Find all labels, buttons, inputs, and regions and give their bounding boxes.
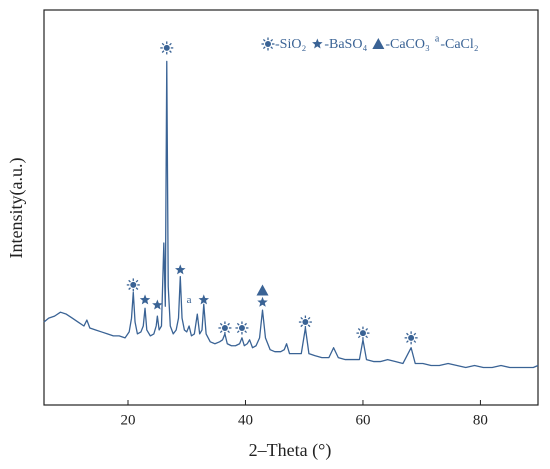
xrd-line bbox=[43, 60, 539, 369]
star-marker bbox=[175, 264, 186, 275]
sun-marker bbox=[356, 326, 370, 340]
sun-ray bbox=[270, 38, 274, 42]
triangle-marker bbox=[372, 38, 385, 49]
sun-ray bbox=[365, 328, 369, 331]
sun-core bbox=[130, 281, 137, 288]
sun-ray bbox=[236, 322, 240, 326]
triangle-marker bbox=[256, 284, 269, 296]
sun-marker bbox=[235, 321, 249, 335]
sun-core bbox=[359, 330, 366, 337]
star-marker bbox=[139, 294, 151, 305]
sun-ray bbox=[406, 340, 409, 343]
sun-ray bbox=[262, 46, 266, 50]
star bbox=[139, 294, 151, 305]
triangle bbox=[372, 38, 385, 49]
sun-ray bbox=[262, 38, 266, 42]
sun-ray bbox=[236, 330, 240, 334]
sun-ray bbox=[161, 42, 165, 46]
sun-marker bbox=[261, 37, 275, 51]
legend-label: -CaCl₂ bbox=[440, 37, 478, 52]
sun-ray bbox=[227, 330, 230, 334]
sun-marker bbox=[218, 321, 232, 335]
sun-core bbox=[163, 44, 170, 51]
sun-core bbox=[265, 41, 271, 47]
sun-ray bbox=[169, 42, 172, 46]
sun-ray bbox=[365, 335, 369, 339]
star bbox=[312, 38, 323, 49]
sun-ray bbox=[128, 287, 131, 290]
sun-core bbox=[238, 324, 245, 331]
sun-ray bbox=[270, 46, 274, 50]
x-axis-label: 2–Theta (°) bbox=[249, 440, 332, 461]
star bbox=[257, 296, 268, 307]
x-tick-label: 40 bbox=[238, 412, 253, 428]
sun-ray bbox=[219, 330, 223, 334]
x-tick-label: 80 bbox=[473, 412, 488, 428]
letter-marker: a bbox=[187, 294, 192, 306]
sun-ray bbox=[300, 316, 304, 320]
legend-label: -BaSO₄ bbox=[324, 37, 367, 52]
y-axis-label: Intensity(a.u.) bbox=[6, 158, 27, 259]
star bbox=[175, 264, 186, 275]
star bbox=[198, 294, 209, 305]
star-marker bbox=[152, 299, 163, 310]
star-marker bbox=[312, 38, 323, 49]
sun-marker bbox=[404, 331, 418, 345]
star-marker bbox=[198, 294, 209, 305]
sun-ray bbox=[244, 330, 248, 334]
sun-ray bbox=[357, 335, 361, 339]
sun-ray bbox=[307, 324, 311, 328]
sun-ray bbox=[357, 328, 361, 331]
sun-ray bbox=[135, 287, 139, 290]
sun-ray bbox=[128, 279, 131, 283]
legend-label: -SiO₂ bbox=[275, 37, 306, 52]
sun-core bbox=[302, 319, 309, 326]
sun-ray bbox=[227, 322, 230, 326]
triangle bbox=[256, 284, 269, 296]
sun-ray bbox=[135, 279, 139, 283]
star-marker bbox=[257, 296, 268, 307]
plot-frame bbox=[43, 9, 539, 406]
star bbox=[152, 299, 163, 310]
sun-ray bbox=[219, 322, 223, 326]
sun-ray bbox=[406, 332, 409, 336]
sun-ray bbox=[161, 50, 165, 53]
legend-letter: a bbox=[435, 33, 440, 44]
legend-label: -CaCO₃ bbox=[385, 37, 430, 52]
sun-core bbox=[408, 334, 415, 341]
sun-marker bbox=[126, 278, 140, 292]
sun-core bbox=[221, 324, 228, 331]
sun-ray bbox=[413, 332, 417, 336]
sun-marker bbox=[160, 41, 174, 55]
sun-ray bbox=[300, 324, 304, 328]
x-tick-label: 60 bbox=[355, 412, 370, 428]
sun-ray bbox=[169, 50, 172, 53]
sun-marker bbox=[298, 315, 312, 329]
letter-marker: a bbox=[187, 294, 192, 306]
sun-ray bbox=[307, 316, 311, 320]
x-tick-label: 20 bbox=[120, 412, 135, 428]
sun-ray bbox=[244, 322, 248, 326]
sun-ray bbox=[413, 340, 417, 343]
